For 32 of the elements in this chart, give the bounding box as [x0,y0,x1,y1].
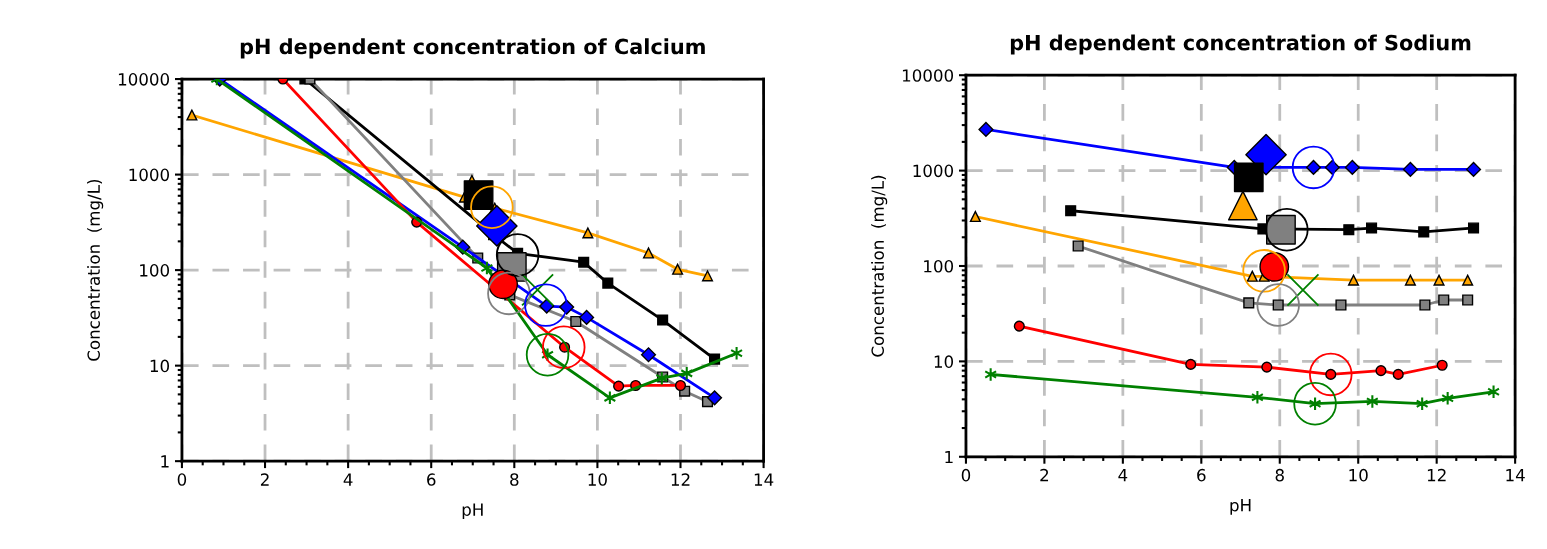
x-tick-label: 12 [1427,468,1446,482]
y-tick-label: 10000 [118,73,170,86]
x-tick-label: 10 [1349,468,1368,482]
y-tick-label: 10 [150,359,170,373]
y-tick-label: 10 [934,355,954,368]
x-tick-label: 8 [1275,468,1284,482]
chart-title: pH dependent concentration of Sodium [1010,34,1471,55]
y-tick-label: 1000 [913,164,954,178]
chart-title: pH dependent concentration of Calcium [240,38,705,59]
y-tick-label: 100 [924,259,954,273]
y-tick-label: 1 [161,455,169,468]
x-axis-title: pH [462,503,483,520]
y-tick-label: 10000 [902,69,954,82]
x-tick-label: 2 [1040,468,1049,482]
x-tick-label: 0 [961,468,971,482]
x-tick-label: 8 [510,473,519,486]
y-tick-label: 1000 [129,168,170,182]
y-tick-label: 100 [140,264,170,277]
x-tick-label: 10 [588,473,607,486]
y-axis-title: Concentration (mg/L) [871,175,888,357]
x-tick-label: 14 [1506,469,1525,482]
x-tick-label: 0 [177,473,187,486]
y-axis-title: Concentration (mg/L) [87,179,104,361]
x-tick-label: 4 [343,473,353,486]
x-tick-label: 14 [754,473,774,486]
x-tick-label: 4 [1118,469,1128,482]
y-tick-label: 1 [945,450,953,464]
x-tick-label: 6 [427,473,436,486]
x-tick-label: 2 [260,473,269,486]
x-tick-label: 6 [1197,468,1206,482]
x-axis-title: pH [1230,499,1251,515]
x-tick-label: 12 [671,473,690,486]
